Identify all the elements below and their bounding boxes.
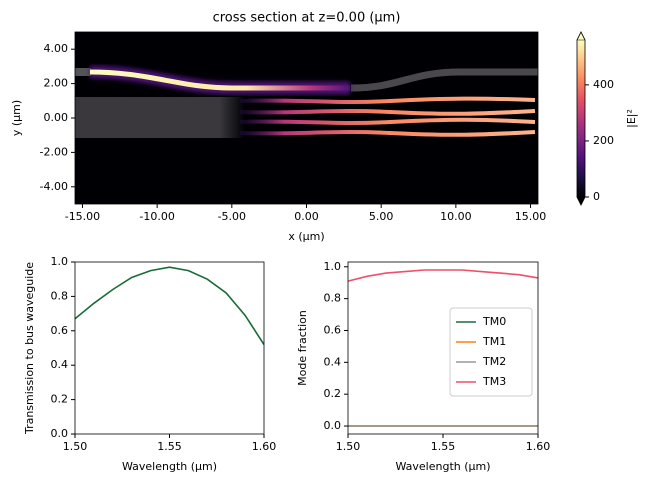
x-tick-label: -5.00 [218,210,246,223]
legend-label: TM2 [482,355,506,368]
y-tick-label: 0.2 [324,387,342,400]
x-tick-label: 1.60 [252,440,277,453]
y-tick-label: 0.0 [324,419,342,432]
x-tick-label: 1.60 [526,440,551,453]
series-line [74,266,265,346]
colorbar-tick-label: 200 [593,134,614,147]
y-axis-label: Transmission to bus waveguide [23,262,36,435]
y-tick-label: -2.00 [40,145,68,158]
x-tick-label: 0.00 [294,210,319,223]
colorbar-tick-label: 0 [593,190,600,203]
legend-label: TM0 [482,315,506,328]
y-tick-label: 2.00 [44,77,69,90]
legend-label: TM1 [482,335,506,348]
y-tick-label: 0.0 [51,427,69,440]
y-tick-label: 0.6 [51,324,69,337]
x-tick-label: 1.50 [336,440,361,453]
x-axis-label: Wavelength (μm) [122,460,217,473]
x-tick-label: 10.00 [440,210,472,223]
y-tick-label: 0.2 [51,393,69,406]
colorbar-extend-top [576,31,586,41]
y-tick-label: 0.8 [324,292,342,305]
legend-box [449,307,533,397]
y-tick-label: 0.00 [44,111,69,124]
y-axis-label: y (μm) [10,100,23,136]
field-image [75,32,538,204]
x-tick-label: -10.00 [139,210,174,223]
x-tick-label: 1.50 [63,440,88,453]
y-tick-label: 1.0 [51,255,69,268]
x-tick-label: 1.55 [157,440,182,453]
y-tick-label: -4.00 [40,180,68,193]
colorbar-label: |E|² [625,109,638,128]
y-tick-label: 0.4 [51,358,69,371]
y-tick-label: 0.6 [324,323,342,336]
x-axis-label: x (μm) [288,230,324,243]
x-tick-label: 15.00 [515,210,547,223]
axes-frame [74,261,265,435]
series-line [347,269,539,282]
y-tick-label: 0.4 [324,355,342,368]
y-tick-label: 1.0 [324,260,342,273]
y-tick-label: 0.8 [51,289,69,302]
x-tick-label: 1.55 [431,440,456,453]
colorbar-extend-bottom [576,196,586,206]
x-axis-label: Wavelength (μm) [395,460,490,473]
colorbar-tick-label: 400 [593,78,614,91]
x-tick-label: -15.00 [65,210,100,223]
y-axis-label: Mode fraction [296,310,309,386]
y-tick-label: 4.00 [44,42,69,55]
x-tick-label: 5.00 [369,210,394,223]
legend-label: TM3 [482,375,506,388]
chart-title: cross section at z=0.00 (μm) [213,11,401,26]
colorbar [577,40,585,197]
